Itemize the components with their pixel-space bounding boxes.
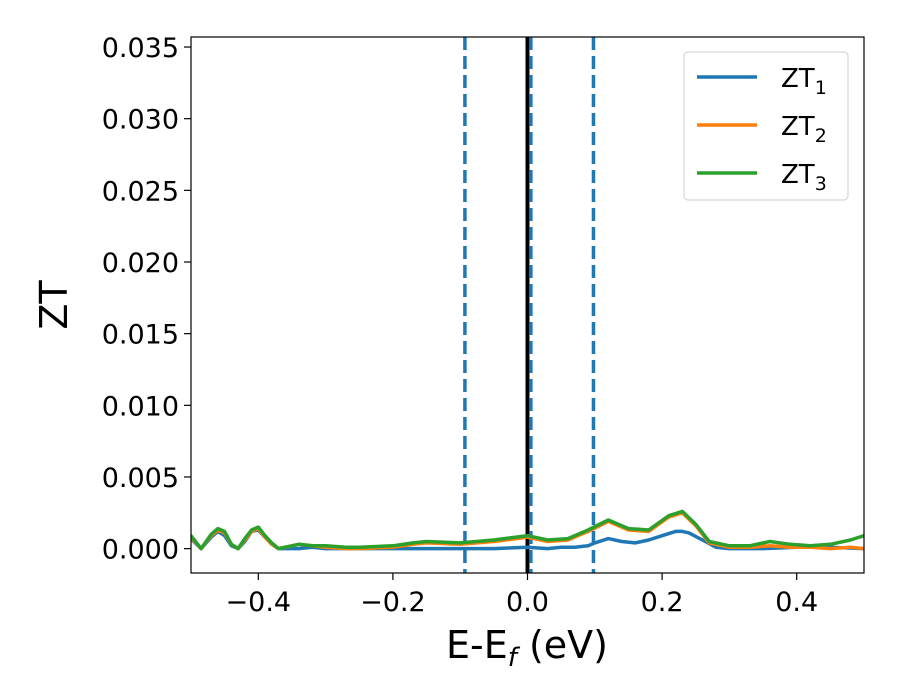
series-lines [191,509,864,551]
x-tick-label: 0.4 [775,587,818,618]
x-axis-title: E-Ef (eV) [446,623,608,673]
legend-items: ZT1 ZT2 ZT3 [697,64,827,195]
legend-label-zt1: ZT1 [781,64,827,99]
y-tick-label: 0.000 [102,535,179,566]
legend: ZT1 ZT2 ZT3 [683,51,849,201]
x-tick-label: 0.0 [506,587,549,618]
y-tick-label: 0.025 [102,176,179,207]
y-tick-label: 0.010 [102,391,179,422]
x-tick-label: −0.2 [360,587,426,618]
reference-lines [463,37,596,573]
series-line-zt3 [191,509,864,551]
y-tick-label: 0.005 [102,463,179,494]
legend-box [683,51,849,201]
x-axis-title-base: E-E [446,623,508,667]
legend-label-zt3: ZT3 [781,160,827,195]
legend-label-zt2: ZT2 [781,112,827,147]
y-tick-label: 0.030 [102,105,179,136]
x-axis-title-tail: (eV) [517,623,608,667]
x-tick-label: −0.4 [226,587,292,618]
y-tick-label: 0.015 [102,320,179,351]
y-tick-label: 0.020 [102,248,179,279]
y-tick-label: 0.035 [102,33,179,64]
y-axis: 0.000 0.005 0.010 0.015 0.020 0.025 0.030 0.035 [102,33,191,566]
x-axis: −0.4 −0.2 0.0 0.2 0.4 [226,573,818,618]
y-axis-title: ZT [32,280,76,330]
x-tick-label: 0.2 [641,587,684,618]
